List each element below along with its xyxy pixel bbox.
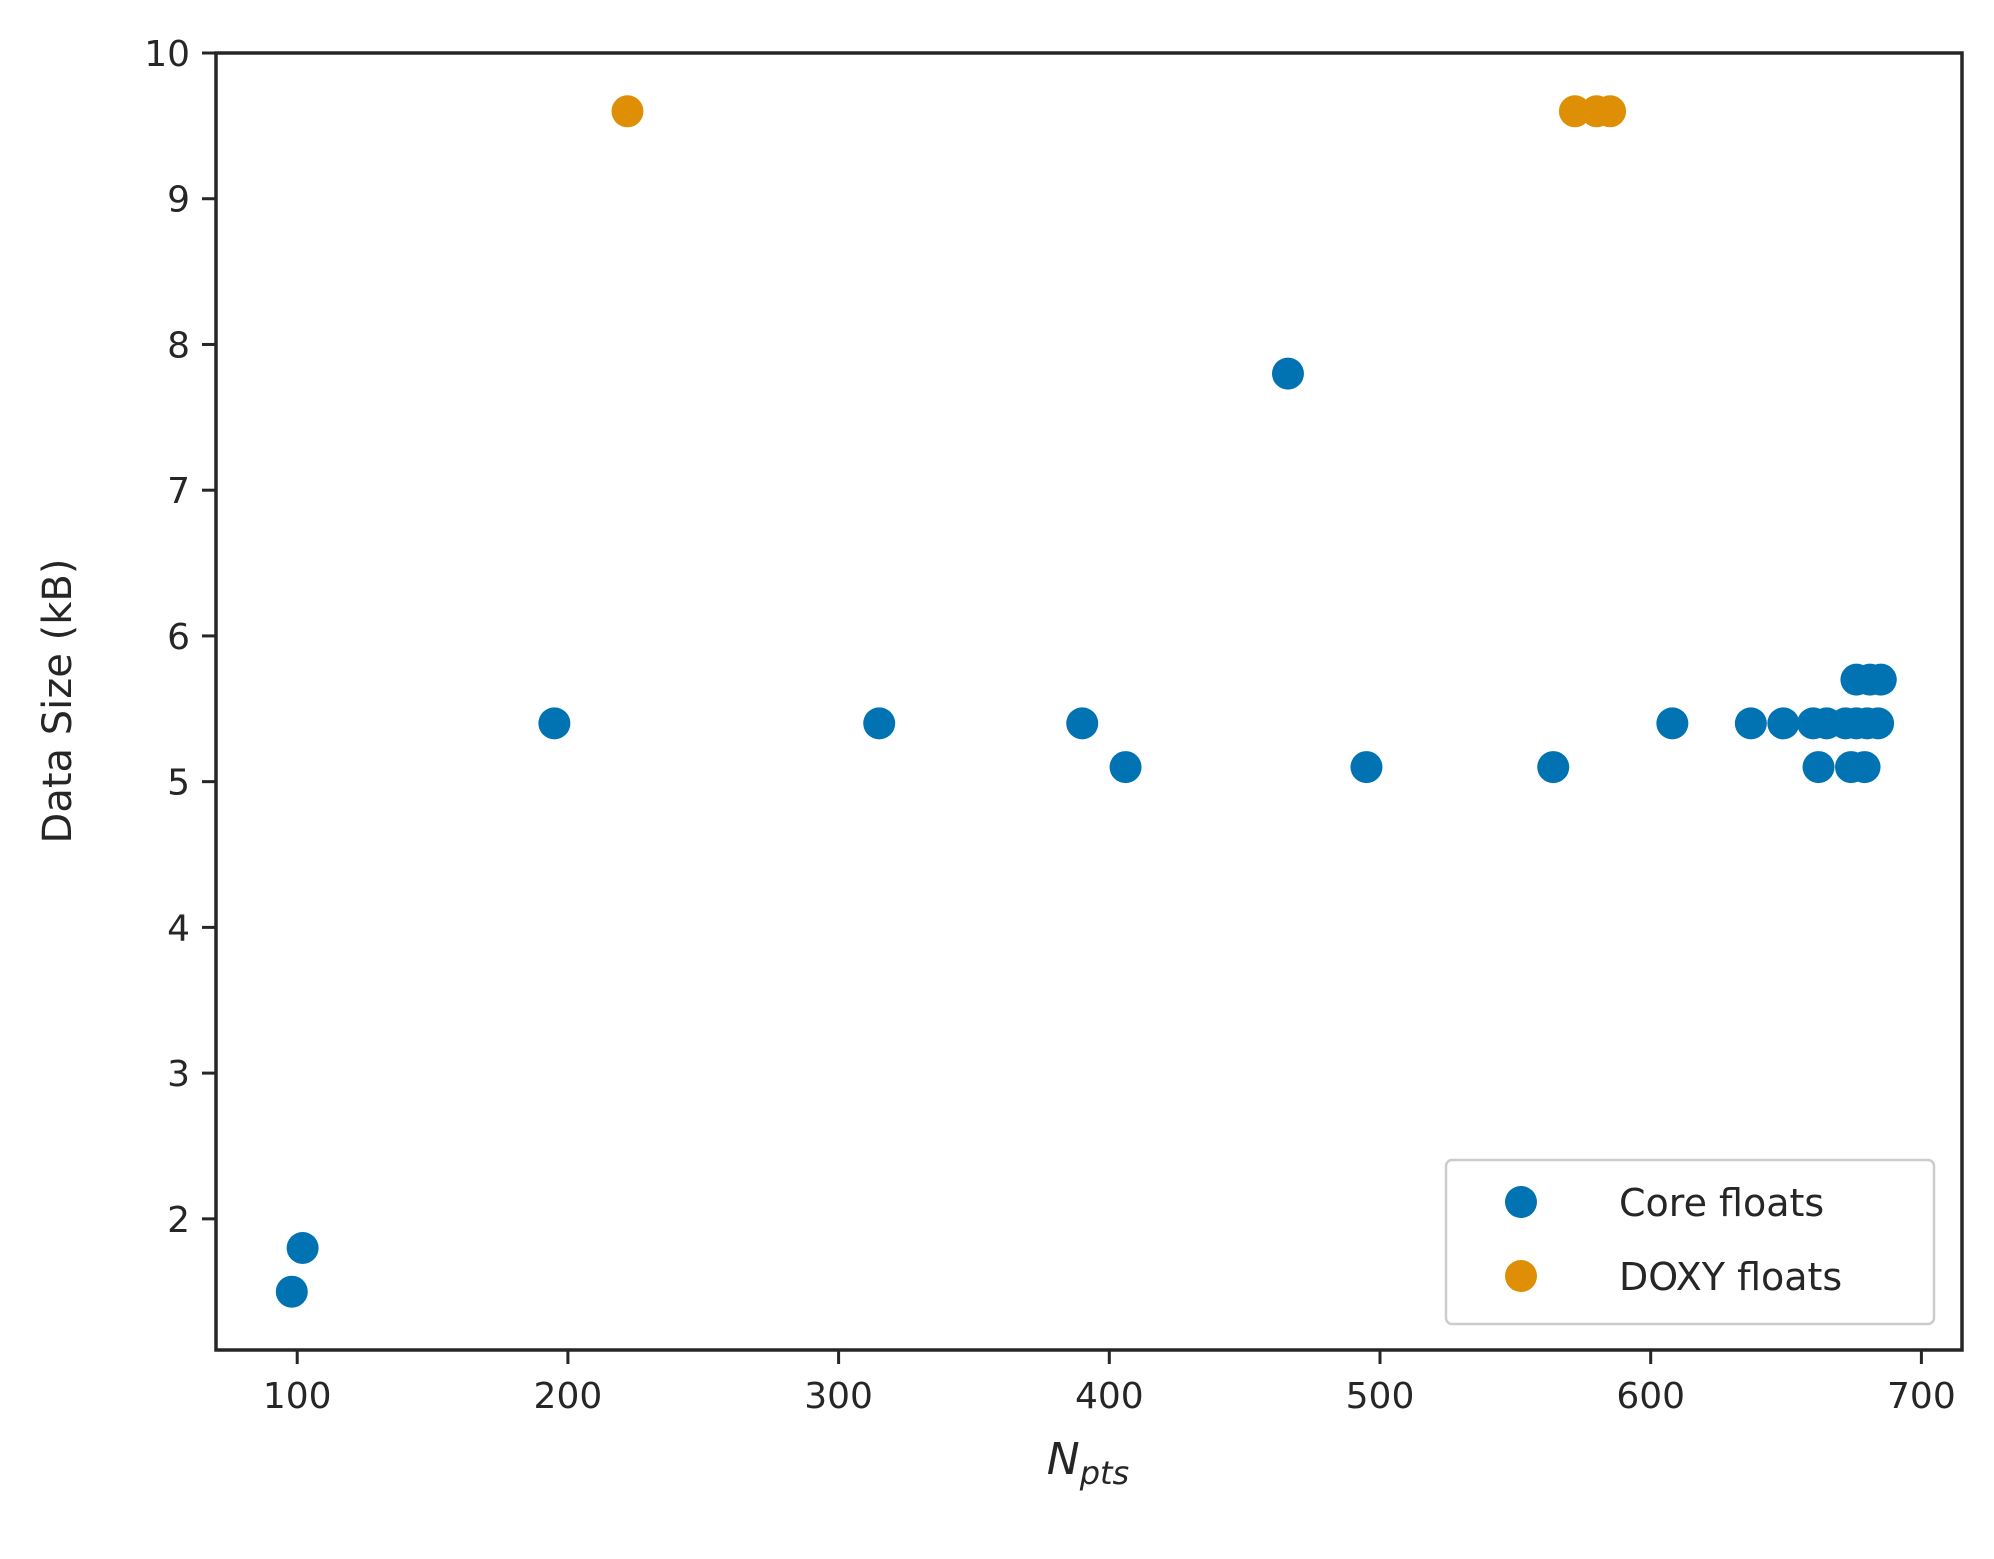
x-axis-label-subscript: pts xyxy=(1079,1454,1130,1492)
points-layer xyxy=(275,95,1897,1308)
data-point-core-floats xyxy=(275,1275,308,1308)
data-point-core-floats xyxy=(1862,707,1895,740)
data-point-core-floats xyxy=(1802,751,1835,784)
data-point-core-floats xyxy=(1066,707,1099,740)
x-tick-label: 200 xyxy=(534,1376,603,1417)
x-tick-label: 500 xyxy=(1346,1376,1415,1417)
y-axis: 2 3 4 5 6 7 8 9 10 xyxy=(144,34,216,1241)
data-point-core-floats xyxy=(1109,751,1142,784)
data-point-core-floats xyxy=(538,707,571,740)
data-point-core-floats xyxy=(1350,751,1383,784)
data-point-core-floats xyxy=(1537,751,1570,784)
data-point-core-floats xyxy=(863,707,896,740)
y-tick-label: 4 xyxy=(167,908,190,949)
y-tick-label: 6 xyxy=(167,617,190,658)
data-point-core-floats xyxy=(286,1231,319,1264)
legend-label-core-floats: Core floats xyxy=(1619,1181,1824,1225)
x-axis-label-main: N xyxy=(1047,1434,1080,1485)
data-point-core-floats xyxy=(1767,707,1800,740)
x-tick-label: 600 xyxy=(1616,1376,1685,1417)
legend-marker-doxy-floats xyxy=(1505,1260,1537,1292)
x-tick-label: 100 xyxy=(263,1376,332,1417)
plot-frame xyxy=(214,51,1964,1352)
x-tick-label: 400 xyxy=(1075,1376,1144,1417)
legend-marker-core-floats xyxy=(1505,1186,1537,1218)
data-point-doxy-floats xyxy=(611,95,644,128)
data-point-core-floats xyxy=(1864,663,1897,696)
x-axis-label: Npts xyxy=(1047,1434,1129,1492)
x-tick-label: 300 xyxy=(804,1376,873,1417)
legend-label-doxy-floats: DOXY floats xyxy=(1619,1255,1842,1299)
legend: Core floats DOXY floats xyxy=(1444,1158,1936,1326)
data-point-doxy-floats xyxy=(1594,95,1627,128)
x-axis: 100 200 300 400 500 600 700 xyxy=(263,1350,1956,1417)
data-point-core-floats xyxy=(1656,707,1689,740)
y-tick-label: 3 xyxy=(167,1054,190,1095)
y-tick-label: 10 xyxy=(144,34,190,75)
data-point-core-floats xyxy=(1271,357,1304,390)
y-tick-label: 7 xyxy=(167,471,190,512)
legend-box xyxy=(1444,1158,1936,1326)
y-tick-label: 8 xyxy=(167,325,190,366)
x-tick-label: 700 xyxy=(1887,1376,1956,1417)
y-tick-label: 5 xyxy=(167,763,190,804)
data-point-core-floats xyxy=(1734,707,1767,740)
y-tick-label: 2 xyxy=(167,1200,190,1241)
y-tick-label: 9 xyxy=(167,180,190,221)
y-axis-label: Data Size (kB) xyxy=(35,559,81,844)
data-point-core-floats xyxy=(1848,751,1881,784)
